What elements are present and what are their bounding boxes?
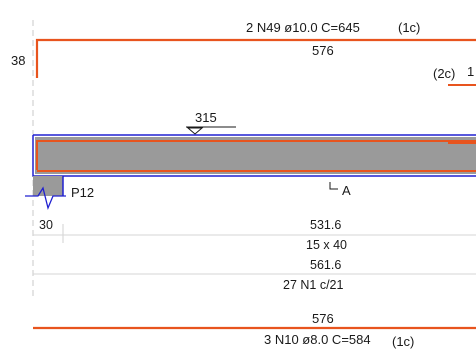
total-length-dim: 561.6 — [310, 258, 341, 272]
clear-span-dim: 531.6 — [310, 218, 341, 232]
secondary-bar-group: (2c) — [433, 66, 455, 81]
top-bar-line — [37, 40, 476, 78]
beam-concrete-section — [35, 137, 476, 174]
bottom-bar-length: 576 — [312, 311, 334, 326]
top-bar-hook-length: 38 — [11, 53, 25, 68]
bottom-bar-spec: 3 N10 ø8.0 C=584 — [264, 332, 371, 347]
slab-level-value: 315 — [195, 110, 217, 125]
section-size: 15 x 40 — [306, 238, 347, 252]
support-label: P12 — [71, 185, 94, 200]
stirrup-spec: 27 N1 c/21 — [283, 278, 344, 292]
top-bar-group: (1c) — [398, 20, 420, 35]
support-column — [33, 176, 63, 196]
top-bar-length: 576 — [312, 43, 334, 58]
top-bar-spec: 2 N49 ø10.0 C=645 — [246, 20, 360, 35]
bottom-bar-group: (1c) — [392, 334, 414, 349]
section-mark-icon — [330, 182, 338, 189]
section-mark-label: A — [342, 183, 351, 198]
level-triangle-icon — [188, 128, 202, 134]
secondary-bar-number: 1 — [467, 64, 474, 79]
support-width-dim: 30 — [39, 218, 53, 232]
